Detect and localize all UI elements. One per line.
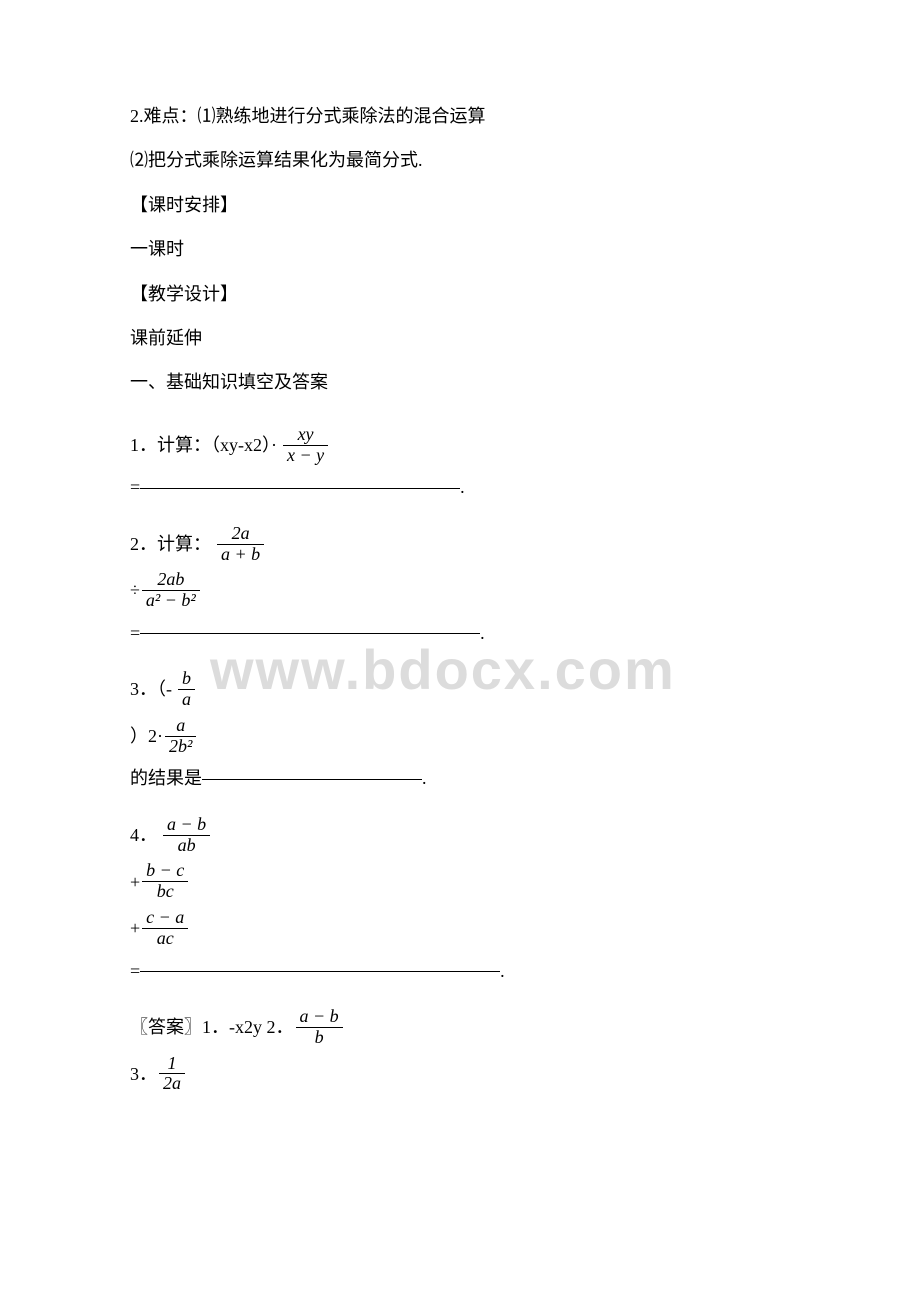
q3-mid: ）2· <box>130 720 163 752</box>
answers-a1: 1．-x2y 2． <box>202 1011 294 1043</box>
q4-prefix: 4． <box>130 819 157 851</box>
q3-result-label: 的结果是 <box>130 762 202 794</box>
q2-period: . <box>480 617 485 649</box>
answers-line1: 〖答案〗 1．-x2y 2． a − b b <box>130 1007 790 1048</box>
q4-line2: + b − c bc <box>130 861 790 902</box>
q1-expression: 1．计算：（xy-x2）· xy x − y <box>130 425 790 466</box>
q1-blank <box>140 487 460 489</box>
q4-line1: 4． a − b ab <box>130 815 790 856</box>
q2-line1: 2．计算： 2a a + b <box>130 524 790 565</box>
answers-a3-prefix: 3． <box>130 1058 157 1090</box>
q3-line1: 3．（- b a <box>130 669 790 710</box>
q4-period: . <box>500 955 505 987</box>
q4-frac2: b − c bc <box>142 861 188 902</box>
q4-frac3: c − a ac <box>142 908 188 949</box>
schedule-title: 【课时安排】 <box>130 189 790 221</box>
answers-label: 〖答案〗 <box>130 1011 202 1043</box>
difficulty-2: ⑵把分式乘除运算结果化为最简分式. <box>130 144 790 176</box>
q4-equals: = <box>130 955 140 987</box>
fill-blanks-title: 一、基础知识填空及答案 <box>130 366 790 398</box>
q2-div: ÷ <box>130 574 140 606</box>
q2-blank <box>140 632 480 634</box>
q1-period: . <box>460 471 465 503</box>
schedule-content: 一课时 <box>130 233 790 265</box>
q3-frac2: a 2b² <box>165 716 196 757</box>
q3-result-line: 的结果是 . <box>130 762 790 794</box>
q1-fraction: xy x − y <box>283 425 328 466</box>
q4-plus1: + <box>130 866 140 898</box>
q1-equals: = <box>130 471 140 503</box>
q2-frac2: 2ab a² − b² <box>142 570 200 611</box>
answers-line2: 3． 1 2a <box>130 1054 790 1095</box>
q1-prefix: 1．计算：（xy-x2）· <box>130 429 277 461</box>
q3-line2: ）2· a 2b² <box>130 716 790 757</box>
q2-answer-line: = . <box>130 617 790 649</box>
q4-blank <box>140 970 500 972</box>
q3-prefix: 3．（- <box>130 673 172 705</box>
answers-a3-frac: 1 2a <box>159 1054 185 1095</box>
q3-period: . <box>422 762 427 794</box>
q4-plus2: + <box>130 912 140 944</box>
difficulty-1: 2.难点：⑴熟练地进行分式乘除法的混合运算 <box>130 100 790 132</box>
design-title: 【教学设计】 <box>130 278 790 310</box>
q3-frac1: b a <box>178 669 195 710</box>
q4-answer-line: = . <box>130 955 790 987</box>
q2-equals: = <box>130 617 140 649</box>
q2-prefix: 2．计算： <box>130 528 211 560</box>
q1-answer-line: = . <box>130 471 790 503</box>
q4-frac1: a − b ab <box>163 815 210 856</box>
q3-blank <box>202 778 422 780</box>
answers-a2-frac: a − b b <box>296 1007 343 1048</box>
q2-frac1: 2a a + b <box>217 524 264 565</box>
document-body: 2.难点：⑴熟练地进行分式乘除法的混合运算 ⑵把分式乘除运算结果化为最简分式. … <box>130 100 790 1094</box>
pre-class: 课前延伸 <box>130 322 790 354</box>
q4-line3: + c − a ac <box>130 908 790 949</box>
q2-line2: ÷ 2ab a² − b² <box>130 570 790 611</box>
